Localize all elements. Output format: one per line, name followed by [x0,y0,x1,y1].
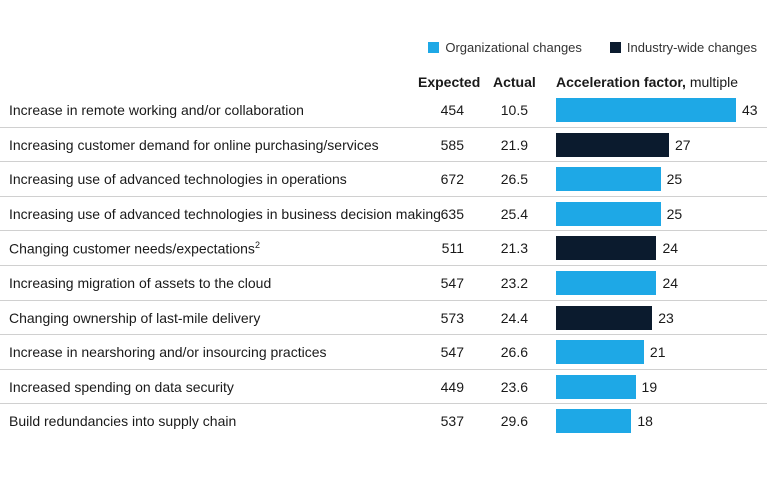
actual-value: 23.6 [500,378,528,395]
bar [556,340,644,365]
actual-value: 21.9 [500,136,528,153]
bar [556,236,657,261]
bar-value-label: 24 [662,240,679,257]
column-header-acceleration: Acceleration factor, multiple [556,74,738,90]
chart-row: Increase in remote working and/or collab… [0,93,767,128]
chart-row: Increasing customer demand for online pu… [0,128,767,163]
bar-value-label: 23 [658,309,674,326]
bar [556,270,657,295]
bar-value-label: 27 [675,136,691,153]
acceleration-header-unit: multiple [685,74,739,90]
expected-value: 547 [440,344,464,361]
category-label: Increase in remote working and/or collab… [9,102,304,118]
category-label: Increasing customer demand for online pu… [9,136,379,153]
bar [556,201,661,226]
chart-row: Changing customer needs/expectations2 511… [0,231,767,266]
legend-swatch-industry [609,42,621,53]
legend-label-industry: Industry-wide changes [626,40,757,55]
bar-value-label: 18 [637,413,653,430]
bar [556,374,636,399]
legend-item-organizational: Organizational changes [428,40,582,55]
actual-value: 10.5 [500,102,528,118]
chart-row: Increasing migration of assets to the cl… [0,266,767,301]
bar-value-label: 19 [641,378,658,395]
chart-row: Increase in nearshoring and/or insourcin… [0,335,767,370]
legend-item-industry: Industry-wide changes [609,40,757,55]
expected-value: 449 [440,378,464,395]
actual-value: 23.2 [500,274,528,291]
category-label: Increasing use of advanced technologies … [9,205,441,222]
category-label: Increase in nearshoring and/or insourcin… [9,344,327,361]
chart-row: Changing ownership of last-mile delivery… [0,301,767,336]
category-label: Changing customer needs/expectations2 [9,240,260,258]
expected-value: 573 [440,309,464,326]
expected-value: 511 [441,240,464,257]
chart-rows: Increase in remote working and/or collab… [0,93,767,439]
expected-value: 585 [440,136,464,153]
column-header-actual: Actual [493,74,536,90]
bar-value-label: 43 [742,102,758,118]
chart-row: Increased spending on data security 449 23… [0,370,767,405]
actual-value: 26.6 [500,344,528,361]
chart-row: Increasing use of advanced technologies … [0,162,767,197]
bar [556,167,661,192]
bar [556,305,653,330]
actual-value: 21.3 [500,240,528,257]
actual-value: 25.4 [500,205,528,222]
legend: Organizational changes Industry-wide cha… [428,40,757,55]
expected-value: 454 [440,102,464,118]
legend-label-organizational: Organizational changes [445,40,582,55]
column-header-expected: Expected [418,74,481,90]
expected-value: 672 [440,171,464,188]
bar-value-label: 21 [649,344,666,361]
actual-value: 29.6 [500,413,528,430]
expected-value: 547 [440,274,464,291]
bar-value-label: 25 [666,171,683,188]
footnote-mark: 2 [254,240,260,251]
category-label: Changing ownership of last-mile delivery [9,309,261,326]
category-label: Increased spending on data security [9,378,234,395]
expected-value: 635 [440,205,464,222]
bar-value-label: 25 [666,205,683,222]
bar [556,409,632,434]
bar-value-label: 24 [662,274,679,291]
bar [556,132,670,157]
acceleration-header-bold: Acceleration factor, [556,74,686,90]
actual-value: 26.5 [500,171,528,188]
expected-value: 537 [440,413,464,430]
legend-swatch-organizational [428,42,440,53]
bar [556,98,736,122]
category-label: Increasing migration of assets to the cl… [9,274,272,291]
category-label: Increasing use of advanced technologies … [9,171,347,188]
chart-row: Increasing use of advanced technologies … [0,197,767,232]
category-label: Build redundancies into supply chain [9,413,237,430]
actual-value: 24.4 [500,309,528,326]
chart-row: Build redundancies into supply chain 537 2… [0,404,767,439]
